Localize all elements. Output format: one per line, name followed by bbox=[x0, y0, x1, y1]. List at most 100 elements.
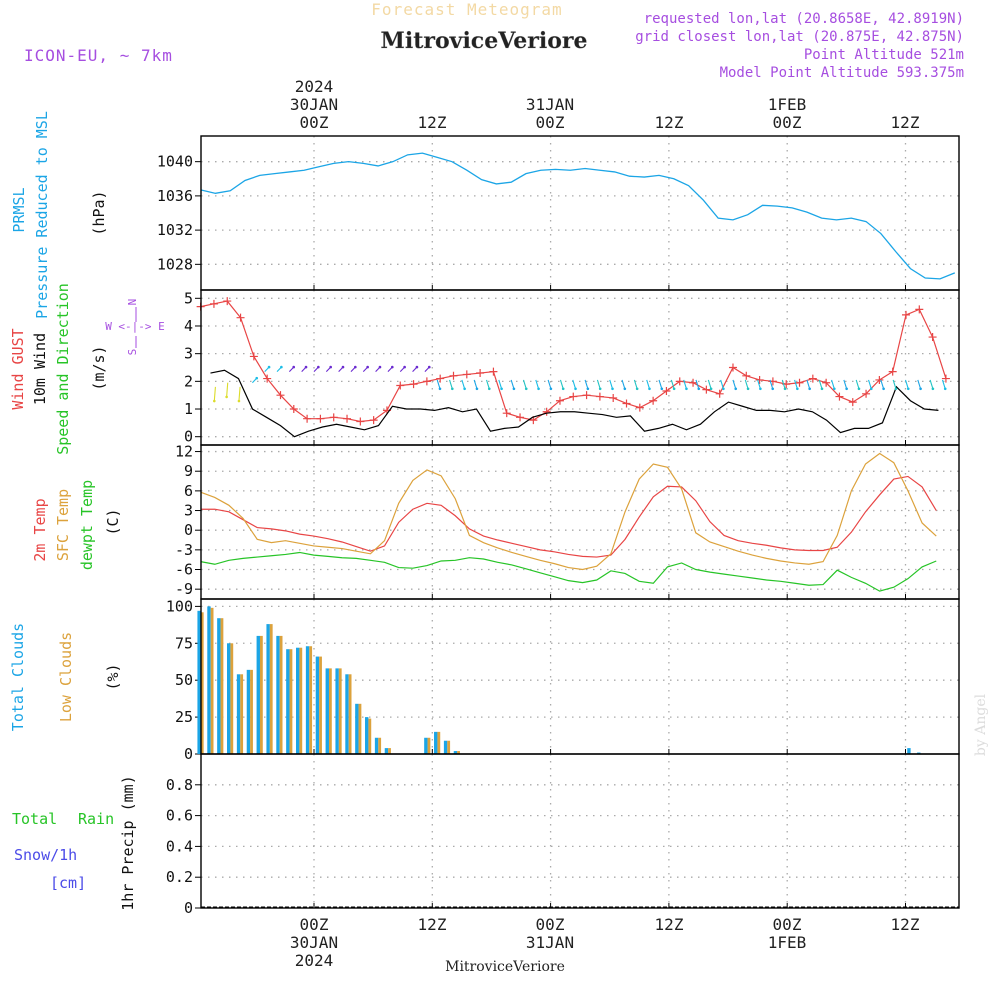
total-cloud-bar bbox=[305, 646, 310, 754]
low-cloud-bar bbox=[437, 731, 441, 754]
bottom-tick-label-2: 00Z bbox=[536, 915, 565, 934]
panel-frame-4 bbox=[200, 753, 960, 909]
precip-label-rain: Rain bbox=[78, 810, 114, 828]
total-cloud-bar bbox=[325, 668, 329, 754]
low-cloud-bar bbox=[457, 751, 460, 754]
total-cloud-bar bbox=[227, 643, 231, 754]
panel-frame-1 bbox=[200, 289, 960, 446]
wind-arrow-head bbox=[845, 387, 848, 391]
gust-marker bbox=[582, 391, 591, 400]
gust-marker bbox=[329, 413, 338, 422]
total-cloud-bar bbox=[443, 740, 448, 754]
top-tick-label-5: 12Z bbox=[891, 113, 920, 132]
precip-label-cm: [cm] bbox=[50, 874, 86, 892]
wind-arrow-head bbox=[463, 387, 466, 391]
ytick-label-0: 5 bbox=[184, 289, 193, 307]
total-cloud-bar bbox=[197, 610, 201, 754]
compass-north: N bbox=[126, 299, 139, 306]
gust-marker bbox=[635, 403, 644, 412]
wind-direction-arrow bbox=[831, 379, 835, 389]
ytick-label-3: 0.2 bbox=[166, 868, 193, 886]
ytick-label-1: 0.6 bbox=[166, 807, 193, 825]
point-altitude: Point Altitude 521m bbox=[804, 47, 964, 63]
low-cloud-bar bbox=[378, 737, 382, 754]
total-cloud-bar bbox=[453, 751, 458, 754]
top-date-label-4: 1FEB bbox=[768, 95, 807, 114]
bottom-date-label-2: 31JAN bbox=[526, 933, 574, 952]
gust-marker bbox=[595, 392, 604, 401]
ytick-label-2: 6 bbox=[184, 482, 193, 500]
wind-arrow-head bbox=[213, 399, 216, 403]
bottom-tick-label-3: 12Z bbox=[655, 915, 684, 934]
panel-pressure: 1040 1036 1032 1028 bbox=[157, 136, 959, 290]
total-cloud-bar bbox=[365, 717, 369, 754]
wind-label-unit: (m/s) bbox=[90, 345, 108, 390]
wind-arrow-head bbox=[709, 387, 713, 391]
gust-marker bbox=[609, 393, 618, 402]
gust-marker bbox=[715, 389, 724, 398]
wind-arrow-head bbox=[906, 387, 910, 391]
low-cloud-bar bbox=[338, 668, 342, 754]
wind-direction-arrow bbox=[781, 379, 786, 389]
ytick-label-2: 3 bbox=[184, 345, 193, 363]
low-cloud-bar bbox=[299, 647, 303, 754]
wind-direction-arrow bbox=[683, 379, 687, 389]
low-cloud-bar bbox=[269, 624, 273, 754]
footer-station: MitroviceVeriore bbox=[445, 959, 565, 975]
gust-marker bbox=[622, 399, 631, 408]
top-tick-label-1: 12Z bbox=[418, 113, 447, 132]
model-label: ICON-EU, ~ 7km bbox=[24, 46, 173, 65]
bottom-date-label-4: 1FEB bbox=[768, 933, 807, 952]
bottom-tick-label-5: 12Z bbox=[891, 915, 920, 934]
ytick-label-2: 1032 bbox=[157, 221, 193, 239]
wind-arrow-head bbox=[524, 387, 528, 391]
bottom-date-label-0: 30JAN bbox=[290, 933, 338, 952]
wind-direction-arrow bbox=[732, 379, 737, 389]
chart-panels: 1040103610321028543210129630-3-6-9100755… bbox=[157, 135, 960, 917]
wind-direction-arrow bbox=[522, 379, 527, 389]
total-cloud-bar bbox=[246, 669, 251, 754]
top-date-label-0: 30JAN bbox=[290, 95, 338, 114]
total-cloud-bar bbox=[345, 674, 349, 754]
gust-marker bbox=[888, 367, 897, 376]
wind-direction-arrow bbox=[707, 379, 712, 389]
compass-west-east: W <-|-> E bbox=[105, 320, 165, 333]
wind-direction-arrow bbox=[461, 379, 466, 389]
gust-marker bbox=[489, 367, 498, 376]
wind-arrow-head bbox=[882, 387, 885, 391]
wind-direction-arrow bbox=[436, 379, 441, 389]
wind-label-10m: 10m Wind bbox=[31, 333, 49, 405]
gust-marker bbox=[555, 396, 564, 405]
gust-marker bbox=[249, 352, 258, 361]
ytick-label-4: 0 bbox=[184, 745, 193, 763]
ytick-label-1: 1036 bbox=[157, 187, 193, 205]
wind-arrow-head bbox=[451, 387, 454, 391]
gust-marker bbox=[941, 374, 950, 383]
gust-marker bbox=[755, 375, 764, 384]
wind-arrow-head bbox=[771, 387, 775, 391]
bottom-tick-label-1: 12Z bbox=[418, 915, 447, 934]
wind-arrow-head bbox=[820, 387, 824, 391]
sfc-temp-line bbox=[200, 452, 937, 571]
wind-arrow-head bbox=[894, 387, 898, 391]
pressure-line bbox=[200, 152, 956, 280]
gust-marker bbox=[569, 392, 578, 401]
wind-arrow-head bbox=[685, 387, 688, 391]
temp-label-2m: 2m Temp bbox=[31, 498, 49, 561]
wind-arrow-head bbox=[635, 387, 639, 391]
closest-coords: grid closest lon,lat (20.875E, 42.875N) bbox=[635, 29, 964, 45]
gust-marker bbox=[915, 305, 924, 314]
low-cloud-bar bbox=[348, 674, 352, 754]
gust-marker bbox=[875, 375, 884, 384]
gust-marker bbox=[343, 414, 352, 423]
wind-direction-arrow bbox=[535, 379, 540, 389]
gust-marker bbox=[436, 374, 445, 383]
low-cloud-bar bbox=[358, 703, 362, 754]
wind-direction-arrow bbox=[449, 379, 453, 389]
wind-arrow-head bbox=[857, 387, 861, 391]
wind-label-dir: Speed and Direction bbox=[54, 283, 72, 455]
ytick-label-3: 2 bbox=[184, 372, 193, 390]
total-cloud-bar bbox=[335, 668, 339, 754]
panel-temperature: 129 6 30 -3 -6-9 bbox=[175, 443, 959, 599]
wind-direction-arrow bbox=[213, 386, 216, 402]
